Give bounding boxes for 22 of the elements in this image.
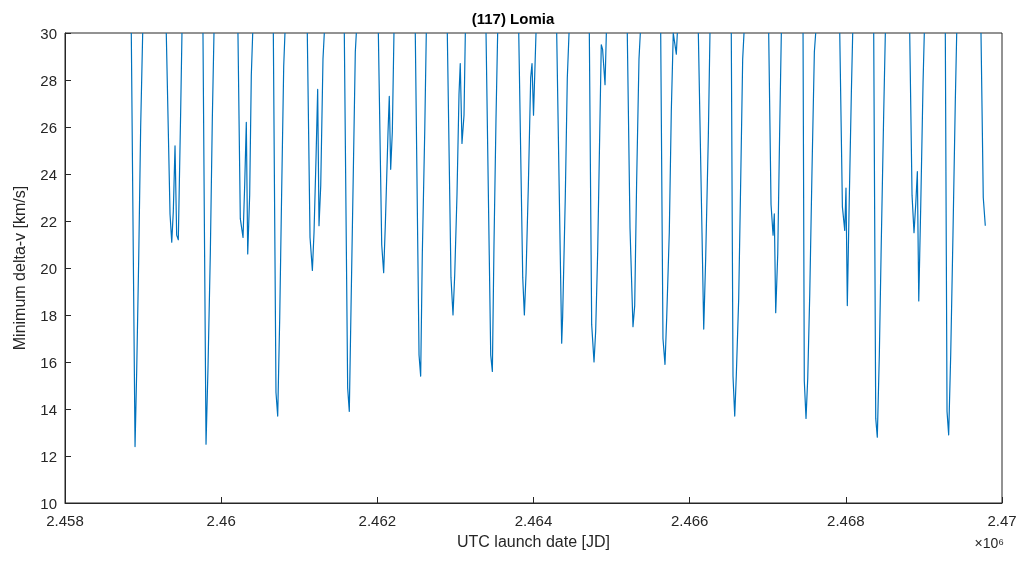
- x-tick-label: 2.468: [827, 512, 865, 529]
- x-tick-label: 2.47: [987, 512, 1017, 529]
- x-tick-label: 2.458: [46, 512, 84, 529]
- y-tick-label: 24: [40, 165, 57, 183]
- y-axis-title: Minimum delta-v [km/s]: [10, 185, 28, 351]
- y-tick-label: 16: [40, 353, 57, 371]
- x-tick-label: 2.462: [358, 512, 397, 529]
- y-tick-label: 14: [40, 400, 57, 418]
- y-tick-label: 18: [40, 306, 57, 324]
- text: ×10⁶: [974, 535, 1004, 551]
- x-tick-label: 2.464: [514, 512, 553, 529]
- y-tick-label: 12: [40, 447, 57, 465]
- y-tick-label: 10: [40, 494, 57, 512]
- y-tick-label: 26: [40, 118, 57, 136]
- y-tick-label: 20: [40, 259, 57, 277]
- y-tick-label: 28: [40, 71, 57, 89]
- y-tick-label: 22: [40, 212, 57, 230]
- y-tick-label: 30: [40, 24, 57, 42]
- x-axis-title: UTC launch date [JD]: [457, 532, 610, 550]
- x-tick-label: 2.46: [206, 512, 236, 529]
- x-tick-label: 2.466: [670, 512, 709, 529]
- chart-title: (117) Lomia: [471, 10, 555, 27]
